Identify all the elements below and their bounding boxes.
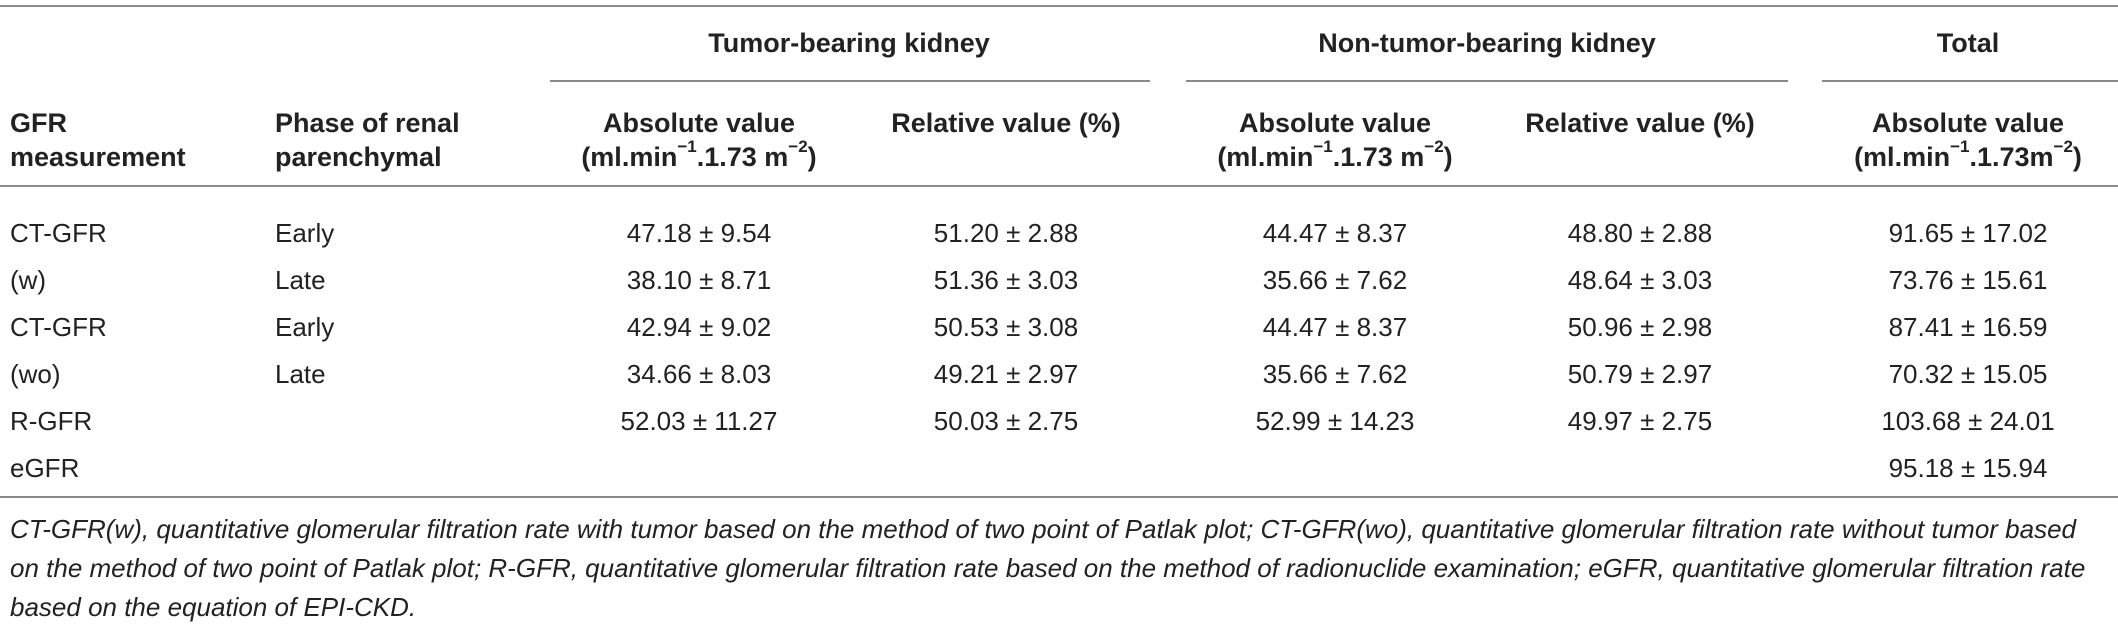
cell-phase: Late <box>275 265 326 295</box>
cell-tumor-relative: 51.36 ± 3.03 <box>933 265 1079 295</box>
cell-measurement: (wo) <box>10 359 61 389</box>
col-header-tumor-absolute: Absolute value (ml.min−1.1.73 m−2) <box>581 108 817 172</box>
cell-tumor-absolute: 38.10 ± 8.71 <box>626 265 772 295</box>
col-header-non-tumor-absolute: Absolute value (ml.min−1.1.73 m−2) <box>1217 108 1453 172</box>
cell-tumor-absolute: 47.18 ± 9.54 <box>626 218 772 248</box>
cell-phase: Late <box>275 359 326 389</box>
cell-total: 70.32 ± 15.05 <box>1888 359 2048 389</box>
cell-tumor-absolute: 52.03 ± 11.27 <box>620 406 778 436</box>
group-header-tumor: Tumor-bearing kidney <box>708 28 990 58</box>
cell-phase: Early <box>275 312 335 342</box>
cell-non-tumor-relative: 50.79 ± 2.97 <box>1567 359 1713 389</box>
cell-non-tumor-relative: 50.96 ± 2.98 <box>1567 312 1713 342</box>
cell-total: 87.41 ± 16.59 <box>1888 312 2048 342</box>
cell-tumor-relative: 50.53 ± 3.08 <box>933 312 1079 342</box>
cell-non-tumor-relative: 48.80 ± 2.88 <box>1567 218 1713 248</box>
col-header-total-absolute: Absolute value (ml.min−1.1.73m−2) <box>1854 108 2082 172</box>
cell-non-tumor-relative: 49.97 ± 2.75 <box>1567 406 1713 436</box>
group-rule-non-tumor <box>1186 80 1788 82</box>
group-header-total: Total <box>1936 28 2000 58</box>
table-row: eGFR 95.18 ± 15.94 <box>0 445 2118 492</box>
cell-total: 103.68 ± 24.01 <box>1881 406 2055 436</box>
bottom-rule <box>0 496 2118 498</box>
cell-tumor-absolute: 34.66 ± 8.03 <box>626 359 772 389</box>
table-footnote: CT-GFR(w), quantitative glomerular filtr… <box>10 514 2086 622</box>
cell-measurement: CT-GFR <box>10 312 107 342</box>
cell-measurement: R-GFR <box>10 406 93 436</box>
cell-tumor-absolute: 42.94 ± 9.02 <box>626 312 772 342</box>
group-header-non-tumor: Non-tumor-bearing kidney <box>1318 28 1656 58</box>
table-row: CT-GFR Early 47.18 ± 9.54 51.20 ± 2.88 4… <box>0 210 2118 257</box>
cell-non-tumor-absolute: 35.66 ± 7.62 <box>1262 265 1408 295</box>
table-row: (wo) Late 34.66 ± 8.03 49.21 ± 2.97 35.6… <box>0 351 2118 398</box>
cell-measurement: (w) <box>10 265 47 295</box>
cell-tumor-relative: 51.20 ± 2.88 <box>933 218 1079 248</box>
col-header-gfr-measurement: GFR measurement <box>10 108 186 172</box>
group-rule-total <box>1822 80 2118 82</box>
top-rule <box>0 5 2118 7</box>
table-row: R-GFR 52.03 ± 11.27 50.03 ± 2.75 52.99 ±… <box>0 398 2118 445</box>
cell-non-tumor-absolute: 44.47 ± 8.37 <box>1262 218 1408 248</box>
header-rule <box>0 185 2118 187</box>
group-rule-tumor <box>550 80 1150 82</box>
table-row: CT-GFR Early 42.94 ± 9.02 50.53 ± 3.08 4… <box>0 304 2118 351</box>
cell-tumor-relative: 49.21 ± 2.97 <box>933 359 1079 389</box>
cell-measurement: eGFR <box>10 453 80 483</box>
cell-non-tumor-absolute: 44.47 ± 8.37 <box>1262 312 1408 342</box>
col-header-non-tumor-relative: Relative value (%) <box>1525 108 1755 138</box>
cell-tumor-relative: 50.03 ± 2.75 <box>933 406 1079 436</box>
cell-non-tumor-absolute: 35.66 ± 7.62 <box>1262 359 1408 389</box>
col-header-phase: Phase of renal parenchymal <box>275 108 460 172</box>
cell-measurement: CT-GFR <box>10 218 107 248</box>
cell-phase: Early <box>275 218 335 248</box>
cell-total: 91.65 ± 17.02 <box>1888 218 2048 248</box>
cell-non-tumor-relative: 48.64 ± 3.03 <box>1567 265 1713 295</box>
col-header-tumor-relative: Relative value (%) <box>891 108 1121 138</box>
cell-total: 73.76 ± 15.61 <box>1888 265 2048 295</box>
table-row: (w) Late 38.10 ± 8.71 51.36 ± 3.03 35.66… <box>0 257 2118 304</box>
cell-non-tumor-absolute: 52.99 ± 14.23 <box>1255 406 1415 436</box>
cell-total: 95.18 ± 15.94 <box>1888 453 2048 483</box>
